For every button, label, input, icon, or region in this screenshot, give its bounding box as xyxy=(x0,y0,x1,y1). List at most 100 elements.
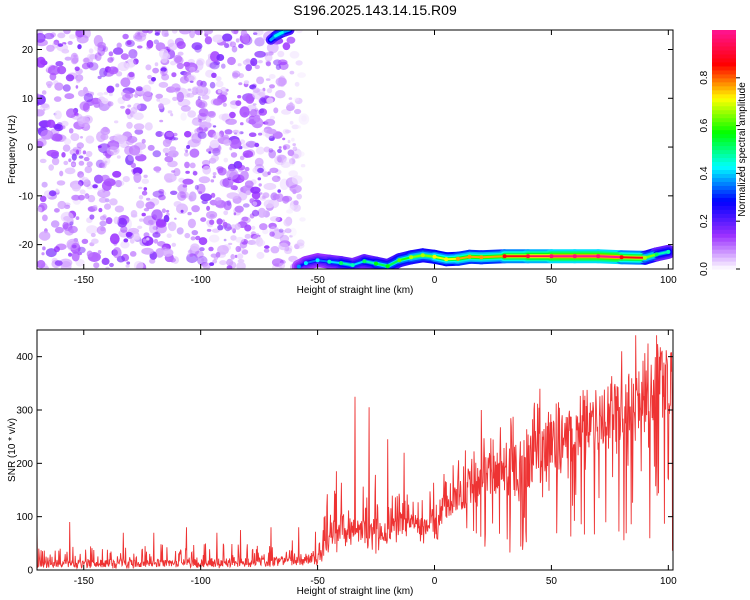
noise-blob xyxy=(66,238,80,251)
noise-blob xyxy=(242,150,254,158)
noise-blob xyxy=(83,93,94,103)
noise-blob xyxy=(201,159,211,166)
heatmap-x-tick-label: -150 xyxy=(74,275,94,286)
noise-blob xyxy=(198,176,211,184)
noise-blob xyxy=(52,41,59,49)
noise-blob xyxy=(254,64,260,70)
noise-blob xyxy=(139,218,144,222)
noise-blob xyxy=(160,67,167,72)
noise-blob xyxy=(194,30,203,36)
noise-blob xyxy=(182,184,188,188)
noise-blob xyxy=(71,244,77,249)
noise-blob xyxy=(271,175,281,183)
noise-blob xyxy=(177,51,184,56)
noise-blob xyxy=(247,240,256,245)
colorbar-band xyxy=(712,125,736,131)
noise-blob xyxy=(265,51,273,56)
noise-blob xyxy=(273,227,279,232)
noise-blob xyxy=(216,218,223,225)
noise-blob xyxy=(142,84,152,93)
noise-blob xyxy=(238,43,244,49)
colorbar-band xyxy=(712,177,736,182)
colorbar-band xyxy=(712,61,736,67)
colorbar-band xyxy=(712,249,736,254)
heatmap-x-tick-label: -50 xyxy=(310,275,325,286)
noise-blob xyxy=(192,171,198,176)
noise-blob xyxy=(203,110,207,114)
noise-blob xyxy=(86,250,93,258)
noise-blob xyxy=(268,222,277,230)
noise-blob xyxy=(171,242,177,247)
noise-blob xyxy=(153,166,162,172)
noise-blob xyxy=(113,134,128,143)
noise-blob xyxy=(259,192,263,195)
noise-blob xyxy=(84,166,93,174)
noise-blob xyxy=(218,113,228,121)
noise-blob xyxy=(189,66,196,73)
noise-blob xyxy=(142,91,153,102)
noise-blob xyxy=(242,34,250,44)
heatmap-y-tick-label: -20 xyxy=(19,240,34,251)
noise-blob xyxy=(187,249,193,254)
noise-blob xyxy=(57,32,66,39)
colorbar-band xyxy=(712,149,736,155)
noise-blob xyxy=(166,233,172,238)
noise-blob xyxy=(122,33,129,40)
noise-blob xyxy=(93,262,100,269)
noise-blob xyxy=(266,42,279,54)
noise-blob xyxy=(294,97,303,105)
noise-blob xyxy=(225,118,237,125)
colorbar-band xyxy=(712,30,736,35)
ridge-segment xyxy=(386,259,401,268)
ridge-segment xyxy=(351,260,366,267)
noise-blob xyxy=(53,39,60,45)
colorbar: 0.0 0.2 0.4 0.6 0.8 Normalized spectral ampl… xyxy=(699,30,748,276)
noise-blob xyxy=(235,100,242,106)
noise-blob xyxy=(289,70,295,75)
ridge-segment xyxy=(643,253,658,259)
noise-blob xyxy=(54,110,62,120)
colorbar-band xyxy=(712,153,736,159)
noise-blob xyxy=(245,140,257,148)
colorbar-band xyxy=(712,33,736,39)
snr-marks xyxy=(37,335,673,570)
colorbar-band xyxy=(712,205,736,210)
noise-blob xyxy=(127,154,135,162)
colorbar-band xyxy=(712,245,736,250)
noise-blob xyxy=(297,72,306,78)
heatmap-y-tick-label: 10 xyxy=(22,94,34,105)
noise-blob xyxy=(103,91,109,95)
noise-blob xyxy=(273,107,279,114)
noise-blob xyxy=(92,205,98,209)
noise-blob xyxy=(128,71,135,78)
noise-blob xyxy=(39,231,51,241)
noise-blob xyxy=(68,128,74,134)
colorbar-band xyxy=(712,261,736,266)
heatmap-x-tick-label: 100 xyxy=(660,275,677,286)
noise-blob xyxy=(234,223,241,230)
noise-blob xyxy=(199,121,212,130)
noise-blob xyxy=(240,170,249,181)
noise-blob xyxy=(257,60,263,64)
noise-blob xyxy=(116,155,121,159)
noise-blob xyxy=(263,182,277,191)
noise-blob xyxy=(84,193,90,199)
noise-blob xyxy=(269,231,275,237)
noise-blob xyxy=(155,170,160,174)
noise-blob xyxy=(223,210,229,216)
noise-blob xyxy=(204,30,213,35)
noise-blob xyxy=(62,84,71,92)
noise-blob xyxy=(202,165,211,175)
noise-blob xyxy=(127,104,132,108)
ridge-segment xyxy=(480,255,506,259)
noise-blob xyxy=(233,212,237,216)
noise-blob xyxy=(41,252,45,256)
noise-blob xyxy=(251,209,260,217)
noise-blob xyxy=(173,54,183,64)
colorbar-band xyxy=(712,129,736,135)
colorbar-band xyxy=(712,221,736,226)
noise-blob xyxy=(133,112,144,120)
noise-blob xyxy=(106,85,115,94)
heatmap-cells xyxy=(37,30,673,269)
